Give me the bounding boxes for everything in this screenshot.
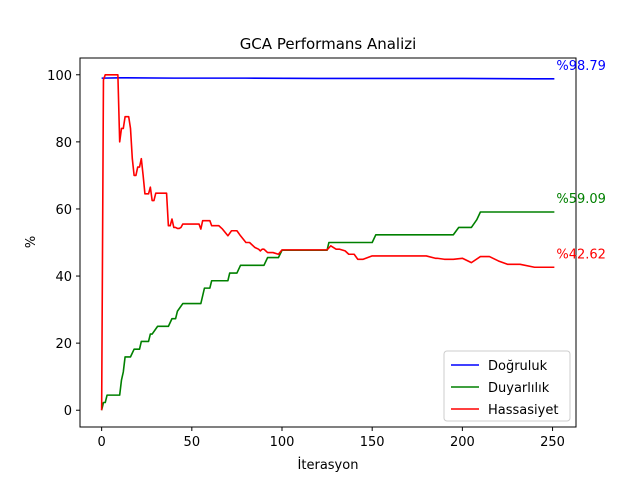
end-labels: %98.79 %59.09 %42.62 — [556, 59, 606, 262]
chart-title: GCA Performans Analizi — [240, 35, 417, 53]
x-tick-label: 50 — [184, 435, 201, 450]
x-tick-label: 100 — [270, 435, 295, 450]
series-line-1 — [101, 76, 555, 80]
series-line-3 — [100, 73, 555, 411]
legend-label: Doğruluk — [488, 359, 548, 374]
plot-frame — [79, 57, 577, 428]
y-axis-label: % — [24, 236, 39, 248]
legend: Doğruluk Duyarlılık Hassasiyet — [443, 350, 571, 422]
end-value-label: %98.79 — [556, 59, 606, 74]
legend-label: Hassasiyet — [488, 403, 558, 418]
x-tick-label: 150 — [360, 435, 385, 450]
legend-box — [443, 350, 571, 422]
end-value-label: %59.09 — [556, 192, 606, 207]
y-tick-label: 100 — [47, 69, 72, 84]
y-tick-label: 40 — [55, 270, 72, 285]
x-axis-label: İterasyon — [298, 457, 359, 473]
y-tick-label: 0 — [64, 404, 72, 419]
plot-area — [79, 57, 577, 428]
x-tick-label: 250 — [540, 435, 565, 450]
x-tick-label: 0 — [98, 435, 106, 450]
y-axis: 0 20 40 60 80 100 — [47, 69, 80, 419]
series-line-2 — [100, 211, 555, 411]
y-tick-label: 60 — [55, 203, 72, 218]
y-tick-label: 20 — [55, 337, 72, 352]
series-layer — [100, 73, 555, 411]
legend-label: Duyarlılık — [488, 381, 550, 396]
x-axis: 0 50 100 150 200 250 — [98, 427, 565, 450]
y-tick-label: 80 — [55, 136, 72, 151]
x-tick-label: 200 — [450, 435, 475, 450]
end-value-label: %42.62 — [556, 247, 606, 262]
